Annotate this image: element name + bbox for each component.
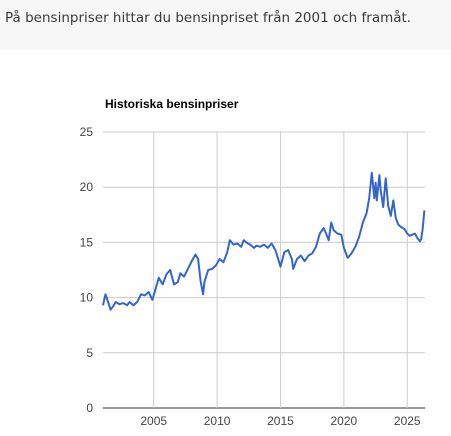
chart-card [0, 50, 451, 436]
y-tick-label: 20 [80, 180, 94, 194]
grid-layer [103, 131, 425, 409]
x-tick-label: 2020 [331, 414, 358, 428]
series-layer [102, 171, 426, 311]
x-tick-label: 2005 [140, 414, 167, 428]
y-tick-label: 25 [80, 125, 94, 139]
x-tick-label: 2025 [394, 414, 421, 428]
y-tick-label: 0 [86, 401, 93, 415]
chart-title: Historiska bensinpriser [105, 97, 239, 111]
y-tick-label: 10 [80, 291, 94, 305]
x-tick-label: 2015 [267, 414, 294, 428]
series-line [102, 171, 426, 311]
y-tick-label: 15 [80, 235, 94, 249]
y-tick-label: 5 [86, 346, 93, 360]
intro-text: På bensinpriser hittar du bensinpriset f… [5, 10, 412, 26]
x-tick-label: 2010 [204, 414, 231, 428]
